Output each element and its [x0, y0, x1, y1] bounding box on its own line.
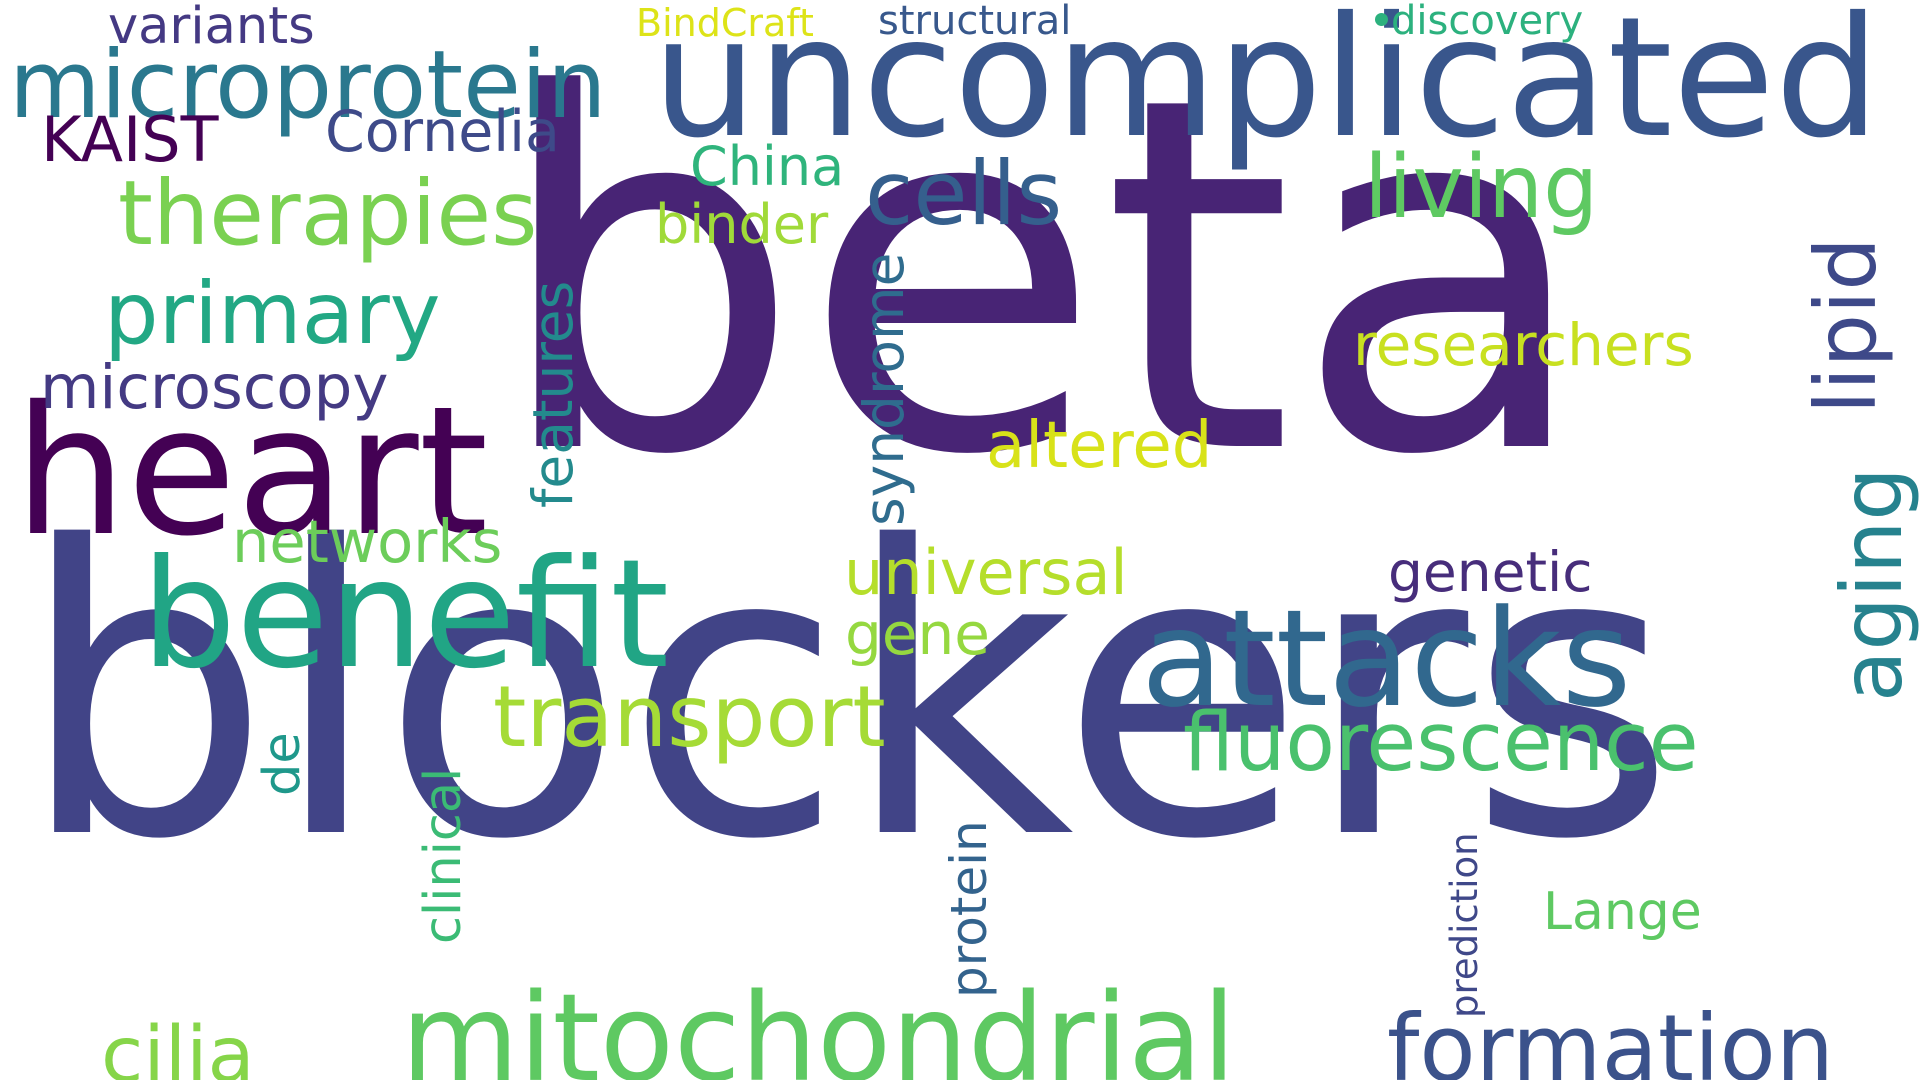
- word-cornelia: Cornelia: [325, 99, 560, 165]
- word-de: de: [253, 732, 312, 796]
- word-discovery-dot: [1375, 13, 1388, 26]
- word-uncomplicated: uncomplicated: [652, 0, 1881, 175]
- word-transport: transport: [493, 668, 886, 767]
- word-altered: altered: [986, 409, 1213, 483]
- word-lipid: lipid: [1797, 237, 1895, 414]
- word-gene: gene: [845, 600, 990, 668]
- word-bindcraft: BindCraft: [636, 1, 814, 45]
- word-universal: universal: [844, 536, 1128, 609]
- word-therapies: therapies: [118, 161, 538, 265]
- word-heart: heart: [14, 368, 489, 575]
- word-microprotein: microprotein: [9, 31, 607, 140]
- word-formation: formation: [1387, 995, 1835, 1080]
- word-lange: Lange: [1543, 882, 1702, 942]
- word-binder: binder: [655, 193, 829, 256]
- word-primary: primary: [104, 264, 441, 364]
- word-variants: variants: [108, 0, 315, 56]
- word-beta: beta: [492, 0, 1593, 562]
- word-cells: cells: [865, 142, 1063, 245]
- word-mitochondrial: mitochondrial: [401, 968, 1236, 1080]
- word-researchers: researchers: [1353, 311, 1694, 379]
- word-aging: aging: [1823, 467, 1920, 702]
- word-living: living: [1364, 136, 1599, 238]
- word-kaist: KAIST: [41, 103, 219, 176]
- word-discovery: discovery: [1391, 0, 1584, 44]
- word-fluorescence: fluorescence: [1183, 696, 1699, 790]
- word-prediction: prediction: [1443, 832, 1486, 1018]
- word-networks: networks: [232, 507, 503, 576]
- word-blockers: blockers: [18, 463, 1676, 926]
- word-attacks: attacks: [1141, 581, 1632, 737]
- word-benefit: benefit: [141, 528, 670, 702]
- word-features: features: [521, 280, 585, 508]
- word-genetic: genetic: [1388, 540, 1593, 604]
- word-microscopy: microscopy: [40, 352, 389, 423]
- word-china: China: [690, 135, 845, 198]
- word-clinical: clinical: [414, 767, 473, 944]
- word-protein: protein: [940, 820, 998, 998]
- word-structural: structural: [878, 0, 1072, 44]
- word-syndrome: syndrome: [852, 252, 916, 526]
- word-cilia: cilia: [101, 1011, 255, 1080]
